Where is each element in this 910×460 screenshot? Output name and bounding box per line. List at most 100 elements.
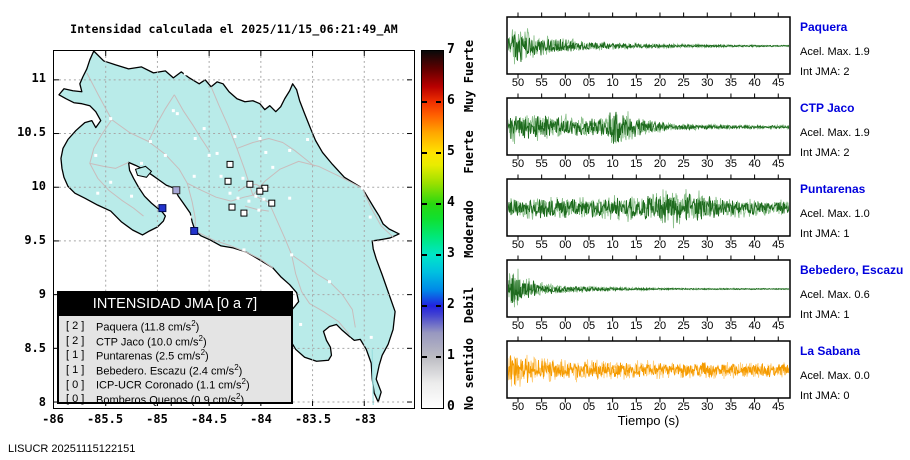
time-tick-label: 50 [511, 320, 525, 332]
time-tick-label: 30 [701, 77, 714, 89]
legend-entry: [ 2 ] Paquera (11.8 cm/s2) [59, 319, 291, 334]
station-marker [380, 241, 384, 245]
time-tick-label: 00 [559, 77, 572, 89]
time-tick-label: 20 [653, 320, 667, 332]
costa-rica-landmass [58, 51, 400, 403]
trace-int-jma: Int JMA: 0 [800, 390, 850, 402]
colorbar-tick-mark [422, 101, 427, 103]
station-marker [202, 127, 206, 131]
seismogram-trace-svg [506, 336, 791, 403]
station-marker [262, 197, 266, 201]
map-svg [54, 51, 412, 406]
map-y-tick-label: 11 [31, 71, 46, 85]
time-tick-label: 55 [535, 77, 548, 89]
station-marker [215, 151, 219, 155]
time-tick-label: 05 [582, 401, 596, 413]
station-marker [158, 204, 167, 213]
station-marker [130, 194, 134, 198]
station-marker [226, 160, 234, 168]
time-tick-label: 45 [772, 401, 785, 413]
legend-station-accel: Paquera (11.8 cm/s2) [96, 318, 200, 334]
colorbar-category-label: No sentido [462, 337, 476, 411]
station-marker [188, 215, 192, 219]
time-tick-label: 30 [701, 401, 714, 413]
station-marker [183, 72, 187, 76]
time-tick-label: 00 [559, 320, 572, 332]
trace-station-name: Puntarenas [800, 182, 866, 196]
colorbar-tick-mark [422, 356, 427, 358]
map-x-tick-label: -84.5 [190, 412, 228, 426]
time-tick-label: 30 [701, 239, 714, 251]
time-tick-label: 15 [630, 158, 643, 170]
station-marker [268, 199, 276, 207]
station-marker [254, 194, 258, 198]
station-marker [369, 335, 373, 339]
time-tick-label: 35 [724, 401, 738, 413]
station-marker [299, 322, 303, 326]
map-y-tick-label: 10.5 [17, 125, 46, 139]
seismogram-trace-svg [506, 93, 791, 160]
trace-accel-max: Acel. Max. 1.9 [800, 46, 870, 58]
legend-entry: [ 0 ] Bomberos Quepos (0.9 cm/s2) [59, 392, 291, 407]
map-y-tick-label: 8 [38, 395, 46, 409]
time-tick-label: 10 [606, 320, 619, 332]
colorbar-tick-mark [422, 203, 427, 205]
time-tick-label: 35 [724, 77, 738, 89]
colorbar-category-label: Fuerte [462, 130, 476, 174]
colorbar-tick-label: 2 [447, 297, 455, 312]
seismogram-time-ticks: 50 55 00 05 10 15 20 25 30 35 40 45 [506, 77, 791, 89]
map-y-tick-label: 9 [38, 287, 46, 301]
legend-entry: [ 1 ] Puntarenas (2.5 cm/s2) [59, 348, 291, 363]
legend-intensity-value: [ 1 ] [66, 364, 85, 377]
station-marker [257, 208, 261, 212]
colorbar-tick-mark [436, 254, 441, 256]
trace-accel-max: Acel. Max. 0.6 [800, 289, 870, 301]
colorbar-category-label: Muy Fuerte [462, 39, 476, 113]
time-tick-label: 55 [535, 158, 548, 170]
map-y-tick-label: 8.5 [24, 341, 46, 355]
legend-intensity-value: [ 0 ] [66, 378, 85, 391]
intensity-legend: INTENSIDAD JMA [0 a 7] [ 2 ] Paquera (11.… [57, 291, 293, 407]
trace-int-jma: Int JMA: 1 [800, 228, 850, 240]
time-tick-label: 45 [772, 320, 785, 332]
trace-int-jma: Int JMA: 2 [800, 66, 850, 78]
station-marker [94, 153, 98, 157]
station-marker [247, 199, 251, 203]
colorbar-tick-label: 3 [447, 246, 455, 261]
time-tick-label: 10 [606, 77, 619, 89]
colorbar-tick-label: 5 [447, 144, 455, 159]
time-tick-label: 20 [653, 77, 667, 89]
trace-station-name: La Sabana [800, 344, 861, 358]
legend-entry: [ 1 ] Bebedero. Escazu (2.4 cm/s2) [59, 363, 291, 378]
time-tick-label: 50 [511, 77, 525, 89]
seismogram-trace-svg [506, 255, 791, 322]
legend-entry: [ 0 ] ICP-UCR Coronado (1.1 cm/s2) [59, 377, 291, 392]
station-marker [327, 280, 331, 284]
time-tick-label: 10 [606, 158, 619, 170]
time-tick-label: 35 [724, 320, 738, 332]
colorbar-category-label: Moderado [462, 200, 476, 258]
intensity-colorbar [421, 50, 444, 409]
seismogram-trace-svg [506, 174, 791, 241]
legend-intensity-value: [ 1 ] [66, 349, 85, 362]
legend-station-accel: Bebedero. Escazu (2.4 cm/s2) [96, 362, 243, 378]
station-marker [109, 180, 113, 184]
colorbar-tick-mark [436, 152, 441, 154]
colorbar-tick-mark [436, 356, 441, 358]
seismogram-time-ticks: 50 55 00 05 10 15 20 25 30 35 40 45 [506, 158, 791, 170]
colorbar-tick-mark [422, 254, 427, 256]
colorbar-tick-label: 7 [447, 42, 455, 57]
time-tick-label: 10 [606, 401, 619, 413]
waveform [508, 111, 789, 144]
legend-station-accel: ICP-UCR Coronado (1.1 cm/s2) [96, 377, 250, 392]
seismogram-trace-svg [506, 12, 791, 79]
station-marker [190, 227, 199, 235]
station-marker [246, 180, 254, 188]
station-marker [241, 176, 245, 180]
seismogram-time-ticks: 50 55 00 05 10 15 20 25 30 35 40 45 [506, 320, 791, 332]
time-tick-label: 25 [677, 158, 690, 170]
legend-station-accel: CTP Jaco (10.0 cm/s2) [96, 333, 207, 349]
map-x-tick-label: -83 [354, 412, 376, 426]
trace-int-jma: Int JMA: 1 [800, 309, 850, 321]
trace-accel-max: Acel. Max. 1.0 [800, 208, 870, 220]
